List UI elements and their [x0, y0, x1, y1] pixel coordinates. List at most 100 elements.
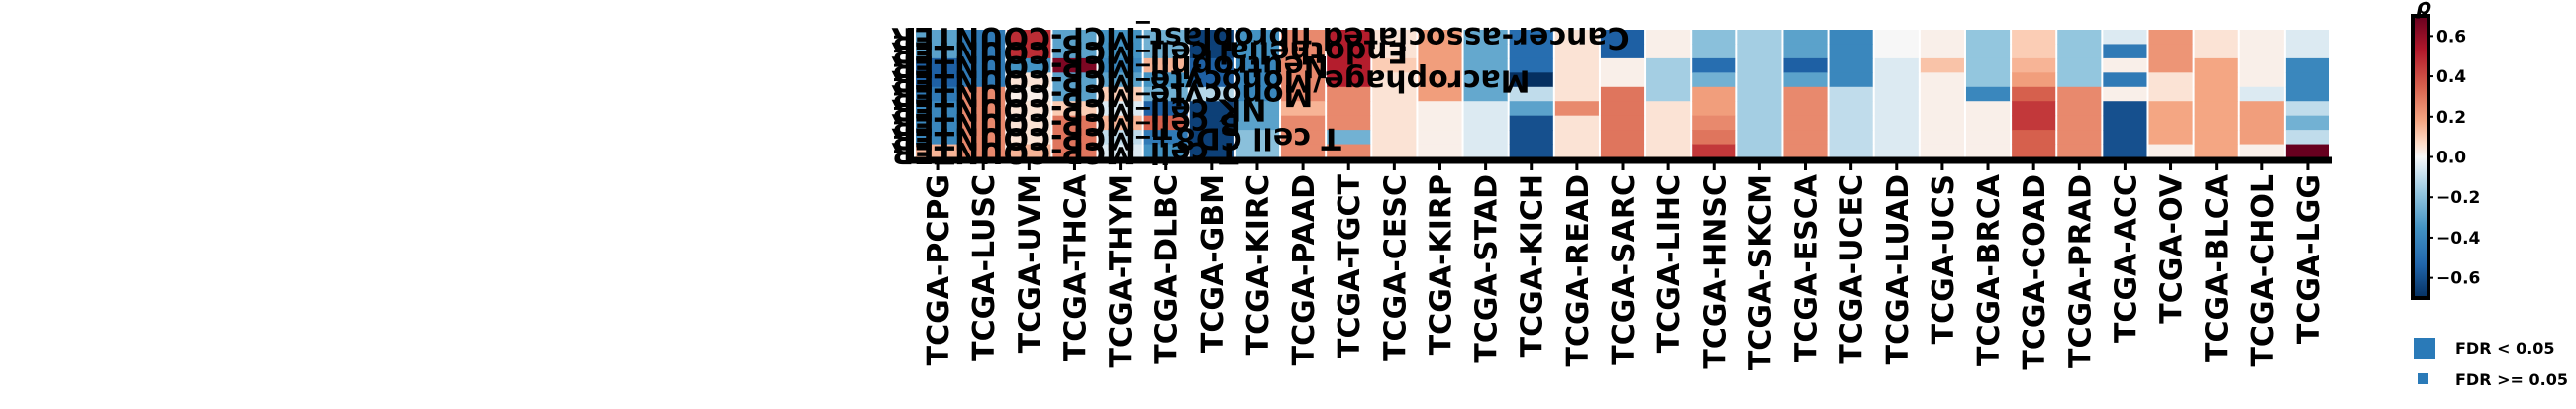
heatmap-cell: [1098, 130, 1142, 146]
row-label: Macrophage/Monocyte_MCP-COUNTER: [891, 63, 1530, 98]
heatmap-cell: [961, 115, 1006, 131]
heatmap-cell: [2012, 130, 2056, 146]
heatmap-cell: [1509, 115, 1553, 131]
heatmap-cell: [1052, 144, 1097, 159]
column-label: TCGA-CHOL: [2246, 174, 2281, 367]
heatmap-cell: [1463, 57, 1508, 73]
column-label: TCGA-BLCA: [2201, 173, 2235, 362]
heatmap-cell: [1418, 44, 1462, 59]
heatmap-cell: [1052, 44, 1097, 59]
heatmap-cell: [1235, 57, 1280, 73]
heatmap-cell: [2239, 101, 2284, 117]
heatmap-cell: [2148, 57, 2193, 73]
column-label: TCGA-BRCA: [1972, 173, 2007, 366]
heatmap-cell: [1418, 101, 1462, 117]
heatmap-cell: [2285, 115, 2329, 131]
heatmap-cell: [2194, 130, 2238, 146]
heatmap-cell: [1007, 144, 1051, 159]
heatmap-cell: [1965, 115, 2011, 131]
heatmap-cell: [1646, 115, 1691, 131]
heatmap-cell: [1372, 72, 1417, 88]
heatmap-cell: [1463, 86, 1508, 102]
heatmap-cell: [1189, 72, 1234, 88]
colorbar-gradient: [2411, 14, 2430, 300]
heatmap-cell: [1143, 130, 1188, 146]
heatmap-cell: [2103, 72, 2147, 88]
colorbar-tick-label: 0.0: [2436, 149, 2466, 168]
heatmap-cell: [2285, 86, 2329, 102]
column-label: TCGA-COAD: [2018, 174, 2052, 370]
column-label: TCGA-READ: [1561, 174, 1596, 367]
heatmap-cell: [2148, 115, 2193, 131]
heatmap-cell: [1783, 44, 1828, 59]
heatmap-cell: [1143, 86, 1188, 102]
heatmap-cell: [1600, 86, 1645, 102]
heatmap-cell: [1463, 72, 1508, 88]
heatmap-cell: [1052, 57, 1097, 73]
row-label: B cell_MCP-COUNTER: [891, 106, 1241, 141]
heatmap-cell: [1509, 57, 1553, 73]
heatmap-cell: [2057, 144, 2102, 159]
heatmap-cell: [1920, 101, 1964, 117]
heatmap-cell: [1418, 72, 1462, 88]
column-label: TCGA-PCPG: [922, 174, 956, 365]
heatmap-cell: [1829, 144, 1873, 159]
heatmap-cell: [1098, 44, 1142, 59]
heatmap-cell: [2057, 72, 2102, 88]
column-label: TCGA-PRAD: [2063, 174, 2098, 368]
heatmap-cell: [1692, 86, 1736, 102]
heatmap-cell: [1737, 144, 1782, 159]
heatmap-cell: [1372, 115, 1417, 131]
heatmap-cell: [1509, 30, 1553, 45]
heatmap-cell: [1235, 115, 1280, 131]
legend-marker-large: [2414, 338, 2435, 359]
heatmap-cell: [1783, 72, 1828, 88]
heatmap-cell: [1600, 44, 1645, 59]
column-label: TCGA-HNSC: [1698, 174, 1733, 369]
colorbar-tick-label: 0.4: [2436, 67, 2466, 87]
heatmap-cell: [1509, 72, 1553, 88]
heatmap-cell: [2012, 72, 2056, 88]
heatmap-cell: [2057, 130, 2102, 146]
heatmap-cell: [1281, 72, 1326, 88]
heatmap-cell: [961, 86, 1006, 102]
heatmap-cell: [1965, 130, 2011, 146]
heatmap-cell: [2012, 44, 2056, 59]
heatmap-cell: [1646, 30, 1691, 45]
heatmap-cell: [1327, 86, 1371, 102]
heatmap-cell: [961, 44, 1006, 59]
heatmap-cell: [1235, 44, 1280, 59]
heatmap-cell: [1372, 30, 1417, 45]
legend-label: FDR >= 0.05: [2455, 370, 2568, 389]
column-label: TCGA-OV: [2155, 173, 2190, 323]
heatmap-cell: [916, 130, 960, 146]
heatmap-cell: [1327, 57, 1371, 73]
heatmap-cell: [1646, 57, 1691, 73]
heatmap-cell: [2012, 86, 2056, 102]
heatmap-cell: [2239, 130, 2284, 146]
colorbar-title: ρ: [2416, 0, 2431, 20]
heatmap-cell: [916, 115, 960, 131]
heatmap-cell: [1098, 144, 1142, 159]
heatmap-cell: [1509, 86, 1553, 102]
heatmap-cell: [2194, 144, 2238, 159]
heatmap-cell: [2239, 44, 2284, 59]
heatmap-cell: [916, 30, 960, 45]
heatmap-cells: [916, 30, 2329, 159]
heatmap-cell: [1874, 86, 1919, 102]
heatmap-cell: [1874, 72, 1919, 88]
row-label: Monocyte_MCP-COUNTER: [891, 77, 1313, 112]
heatmap-cell: [1509, 44, 1553, 59]
row-label: Cancer-associated fibroblast_MCP-COUNTER: [891, 20, 1630, 54]
heatmap-cell: [1235, 30, 1280, 45]
heatmap-cell: [1052, 115, 1097, 131]
heatmap-cell: [2148, 72, 2193, 88]
heatmap-cell: [1327, 115, 1371, 131]
heatmap-cell: [1965, 101, 2011, 117]
heatmap-cell: [2194, 57, 2238, 73]
column-label: TCGA-UCS: [1927, 174, 1961, 344]
heatmap-cell: [2057, 57, 2102, 73]
heatmap-cell: [1874, 144, 1919, 159]
heatmap-cell: [1692, 72, 1736, 88]
